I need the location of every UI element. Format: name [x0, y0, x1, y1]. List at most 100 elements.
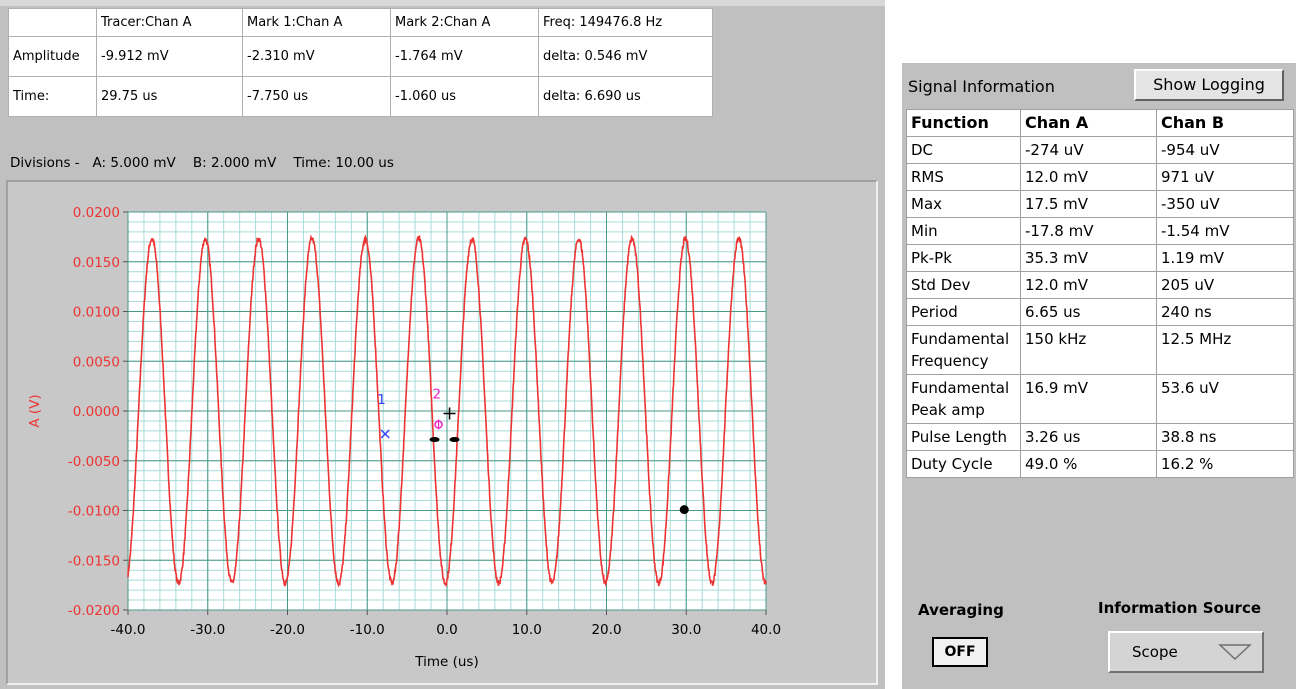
cursor-header-mark2[interactable]: Mark 2:Chan A [390, 8, 539, 37]
y-tick-label: -0.0050 [68, 454, 120, 470]
signal-table-row: Std Dev 12.0 mV 205 uV [906, 271, 1294, 299]
graph-grid [127, 211, 767, 611]
chan-b-value: 53.6 uV [1156, 374, 1294, 424]
chan-a-value: -17.8 mV [1020, 217, 1157, 245]
chan-a-value: 6.65 us [1020, 298, 1157, 326]
crosshair-cursor [443, 407, 456, 420]
y-tick-label: 0.0050 [73, 354, 120, 370]
signal-table-row: Min -17.8 mV -1.54 mV [906, 217, 1294, 245]
signal-info-table: Function Chan A Chan B DC -274 uV -954 uV R… [906, 109, 1294, 478]
function-name: RMS [906, 163, 1021, 191]
y-tick-label: -0.0200 [68, 603, 120, 619]
signal-table-row: Pulse Length 3.26 us 38.8 ns [906, 423, 1294, 451]
function-name: Pk-Pk [906, 244, 1021, 272]
function-name: Min [906, 217, 1021, 245]
cursor-cell: -1.764 mV [390, 36, 539, 77]
x-tick-label: -30.0 [190, 622, 225, 638]
chan-b-value: 12.5 MHz [1156, 325, 1294, 375]
x-tick-label: -20.0 [270, 622, 305, 638]
header-chan-b: Chan B [1156, 109, 1294, 137]
chan-b-value: -954 uV [1156, 136, 1294, 164]
y-tick-label: -0.0150 [68, 553, 120, 569]
x-axis-label: Time (us) [414, 654, 478, 670]
cursor-dot [449, 437, 460, 443]
cursor-cell: -2.310 mV [242, 36, 391, 77]
marker-1-label: 1 [377, 392, 386, 408]
cursor-dot [429, 437, 440, 443]
cursor-cell: -7.750 us [242, 76, 391, 117]
chan-a-trace [127, 234, 767, 588]
averaging-toggle[interactable]: OFF [932, 637, 988, 667]
cursor-header-mark1[interactable]: Mark 1:Chan A [242, 8, 391, 37]
averaging-toggle-label: OFF [934, 639, 986, 665]
cursor-cell: 29.75 us [96, 76, 243, 117]
chan-a-value: 12.0 mV [1020, 163, 1157, 191]
x-tick-label: 10.0 [512, 622, 542, 638]
graph-axes: 0.0200 0.0150 0.0100 0.0050 0.0000 -0.0050 -0.… [27, 205, 781, 670]
chan-a-value: 17.5 mV [1020, 190, 1157, 218]
dropdown-arrow-icon [1218, 644, 1252, 661]
x-tick-label: 30.0 [671, 622, 701, 638]
chan-b-value: 240 ns [1156, 298, 1294, 326]
tracer-point [679, 505, 689, 515]
signal-table-row: Fundamental Peak amp 16.9 mV 53.6 uV [906, 374, 1294, 424]
signal-info-title: Signal Information [908, 77, 1055, 96]
top-edge [0, 0, 885, 6]
marker-2-label: 2 [433, 387, 442, 403]
x-tick-label: 0.0 [436, 622, 457, 638]
trace-layer [127, 234, 767, 588]
chan-b-value: 16.2 % [1156, 450, 1294, 478]
cursor-row-amplitude: Amplitude -9.912 mV -2.310 mV -1.764 mV … [8, 36, 713, 77]
signal-table-row: Max 17.5 mV -350 uV [906, 190, 1294, 218]
function-name: Pulse Length [906, 423, 1021, 451]
chan-a-value: 3.26 us [1020, 423, 1157, 451]
cursor-header-tracer[interactable]: Tracer:Chan A [96, 8, 243, 37]
chan-a-value: 16.9 mV [1020, 374, 1157, 424]
y-tick-label: -0.0100 [68, 504, 120, 520]
waveform-graph-svg[interactable]: 0.0200 0.0150 0.0100 0.0050 0.0000 -0.0050 -0.… [8, 182, 876, 683]
chan-a-value: 35.3 mV [1020, 244, 1157, 272]
cursor-cell: -1.060 us [390, 76, 539, 117]
chan-a-value: 150 kHz [1020, 325, 1157, 375]
function-name: Std Dev [906, 271, 1021, 299]
signal-table-row: RMS 12.0 mV 971 uV [906, 163, 1294, 191]
chan-b-value: 971 uV [1156, 163, 1294, 191]
signal-table-row: Fundamental Frequency 150 kHz 12.5 MHz [906, 325, 1294, 375]
x-tick-label: 40.0 [751, 622, 781, 638]
signal-table-header: Function Chan A Chan B [906, 109, 1294, 137]
cursor-table-header: Tracer:Chan A Mark 1:Chan A Mark 2:Chan … [8, 8, 713, 37]
cursor-table: Tracer:Chan A Mark 1:Chan A Mark 2:Chan … [8, 8, 713, 117]
chan-b-value: 1.19 mV [1156, 244, 1294, 272]
chan-b-value: -350 uV [1156, 190, 1294, 218]
signal-table-row: Duty Cycle 49.0 % 16.2 % [906, 450, 1294, 478]
waveform-graph[interactable]: 0.0200 0.0150 0.0100 0.0050 0.0000 -0.0050 -0.… [6, 180, 878, 685]
information-source-label: Information Source [1098, 599, 1262, 617]
header-function: Function [906, 109, 1021, 137]
y-tick-label: 0.0000 [73, 404, 120, 420]
scope-panel: Tracer:Chan A Mark 1:Chan A Mark 2:Chan … [0, 0, 885, 689]
chan-a-value: 12.0 mV [1020, 271, 1157, 299]
cursor-cell: Time: [8, 76, 97, 117]
signal-info-panel: Signal Information Show Logging Function… [902, 63, 1296, 689]
x-tick-label: 20.0 [591, 622, 621, 638]
function-name: Max [906, 190, 1021, 218]
marker-1-cross [380, 429, 390, 439]
divisions-readout: Divisions - A: 5.000 mV B: 2.000 mV Time… [10, 155, 394, 171]
function-name: Period [906, 298, 1021, 326]
cursor-cell: Amplitude [8, 36, 97, 77]
y-tick-label: 0.0100 [73, 305, 120, 321]
y-tick-label: 0.0150 [73, 255, 120, 271]
cursor-row-time: Time: 29.75 us -7.750 us -1.060 us delta… [8, 76, 713, 117]
signal-table-row: Period 6.65 us 240 ns [906, 298, 1294, 326]
cursor-header-blank [8, 8, 97, 37]
chan-b-value: -1.54 mV [1156, 217, 1294, 245]
information-source-select[interactable]: Scope [1108, 631, 1264, 673]
chan-b-value: 38.8 ns [1156, 423, 1294, 451]
x-tick-label: -40.0 [111, 622, 146, 638]
show-logging-button[interactable]: Show Logging [1134, 69, 1284, 101]
header-chan-a: Chan A [1020, 109, 1157, 137]
cursor-header-freq: Freq: 149476.8 Hz [538, 8, 713, 37]
averaging-label: Averaging [918, 601, 1004, 619]
chan-b-value: 205 uV [1156, 271, 1294, 299]
